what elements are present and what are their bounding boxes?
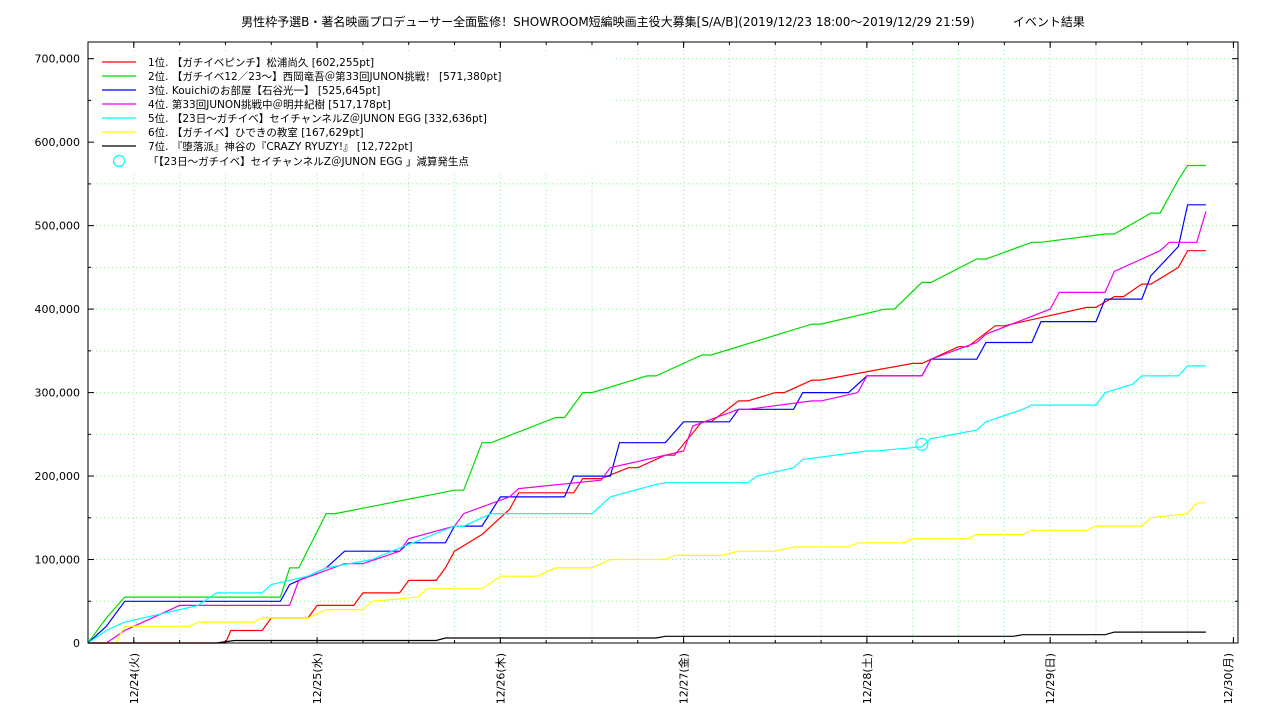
chart-title: 男性枠予選B・著名映画プロデューサー全面監修！SHOWROOM短編映画主役大募集…	[241, 15, 1085, 29]
series-line-3	[87, 204, 1206, 644]
y-tick-label: 300,000	[35, 387, 81, 400]
y-tick-label: 0	[73, 637, 80, 650]
reduction-marker	[915, 437, 929, 451]
x-tick-label: 12/27(金)	[677, 653, 691, 704]
legend-label: 2位. 【ガチイベ12／23～】西岡竜吾＠第33回JUNON挑戦！ [571,3…	[148, 70, 501, 83]
legend-label: 1位. 【ガチイベピンチ】松浦尚久 [602,255pt]	[148, 56, 374, 69]
y-tick-label: 500,000	[35, 220, 81, 233]
legend-box	[96, 54, 616, 174]
y-tick-label: 100,000	[35, 554, 81, 567]
x-tick-label: 12/29(日)	[1044, 653, 1057, 704]
legend-label: 5位. 【23日～ガチイベ】セイチャンネルZ＠JUNON EGG [332,63…	[148, 112, 487, 125]
legend-label: 4位. 第33回JUNON挑戦中＠明井紀樹 [517,178pt]	[148, 98, 391, 111]
plot-frame	[87, 41, 1239, 644]
legend-label: 「【23日～ガチイベ】セイチャンネルZ＠JUNON EGG 」減算発生点	[148, 155, 469, 168]
y-tick-label: 700,000	[35, 53, 81, 66]
legend-label: 3位. Kouichiのお部屋【石谷光一】 [525,645pt]	[148, 84, 380, 97]
x-tick-label: 12/28(土)	[861, 653, 874, 704]
series-line-5	[87, 365, 1206, 644]
legend-marker-swatch	[112, 154, 126, 168]
x-tick-label: 12/26(木)	[494, 653, 507, 704]
x-tick-label: 12/25(水)	[311, 653, 324, 704]
y-tick-label: 400,000	[35, 303, 81, 316]
series-line-6	[88, 502, 1206, 644]
x-tick-label: 12/24(火)	[128, 653, 141, 704]
series-line-2	[87, 164, 1206, 644]
y-tick-label: 600,000	[35, 136, 81, 149]
y-tick-label: 200,000	[35, 470, 81, 483]
series-line-7	[88, 631, 1206, 644]
legend-label: 6位. 【ガチイベ】ひできの教室 [167,629pt]	[148, 126, 364, 139]
x-tick-label: 12/30(月)	[1222, 653, 1235, 704]
series-line-1	[88, 250, 1206, 644]
legend-label: 7位. 『堕落派』神谷の『CRAZY RYUZY!』 [12,722pt]	[148, 140, 413, 153]
legend: 1位. 【ガチイベピンチ】松浦尚久 [602,255pt]2位. 【ガチイベ12…	[96, 54, 616, 174]
